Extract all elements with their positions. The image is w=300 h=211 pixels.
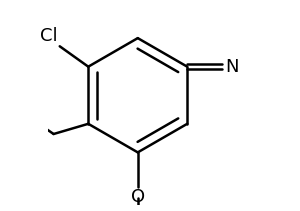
Text: Cl: Cl — [40, 27, 58, 45]
Text: O: O — [131, 188, 145, 206]
Text: N: N — [225, 58, 238, 76]
